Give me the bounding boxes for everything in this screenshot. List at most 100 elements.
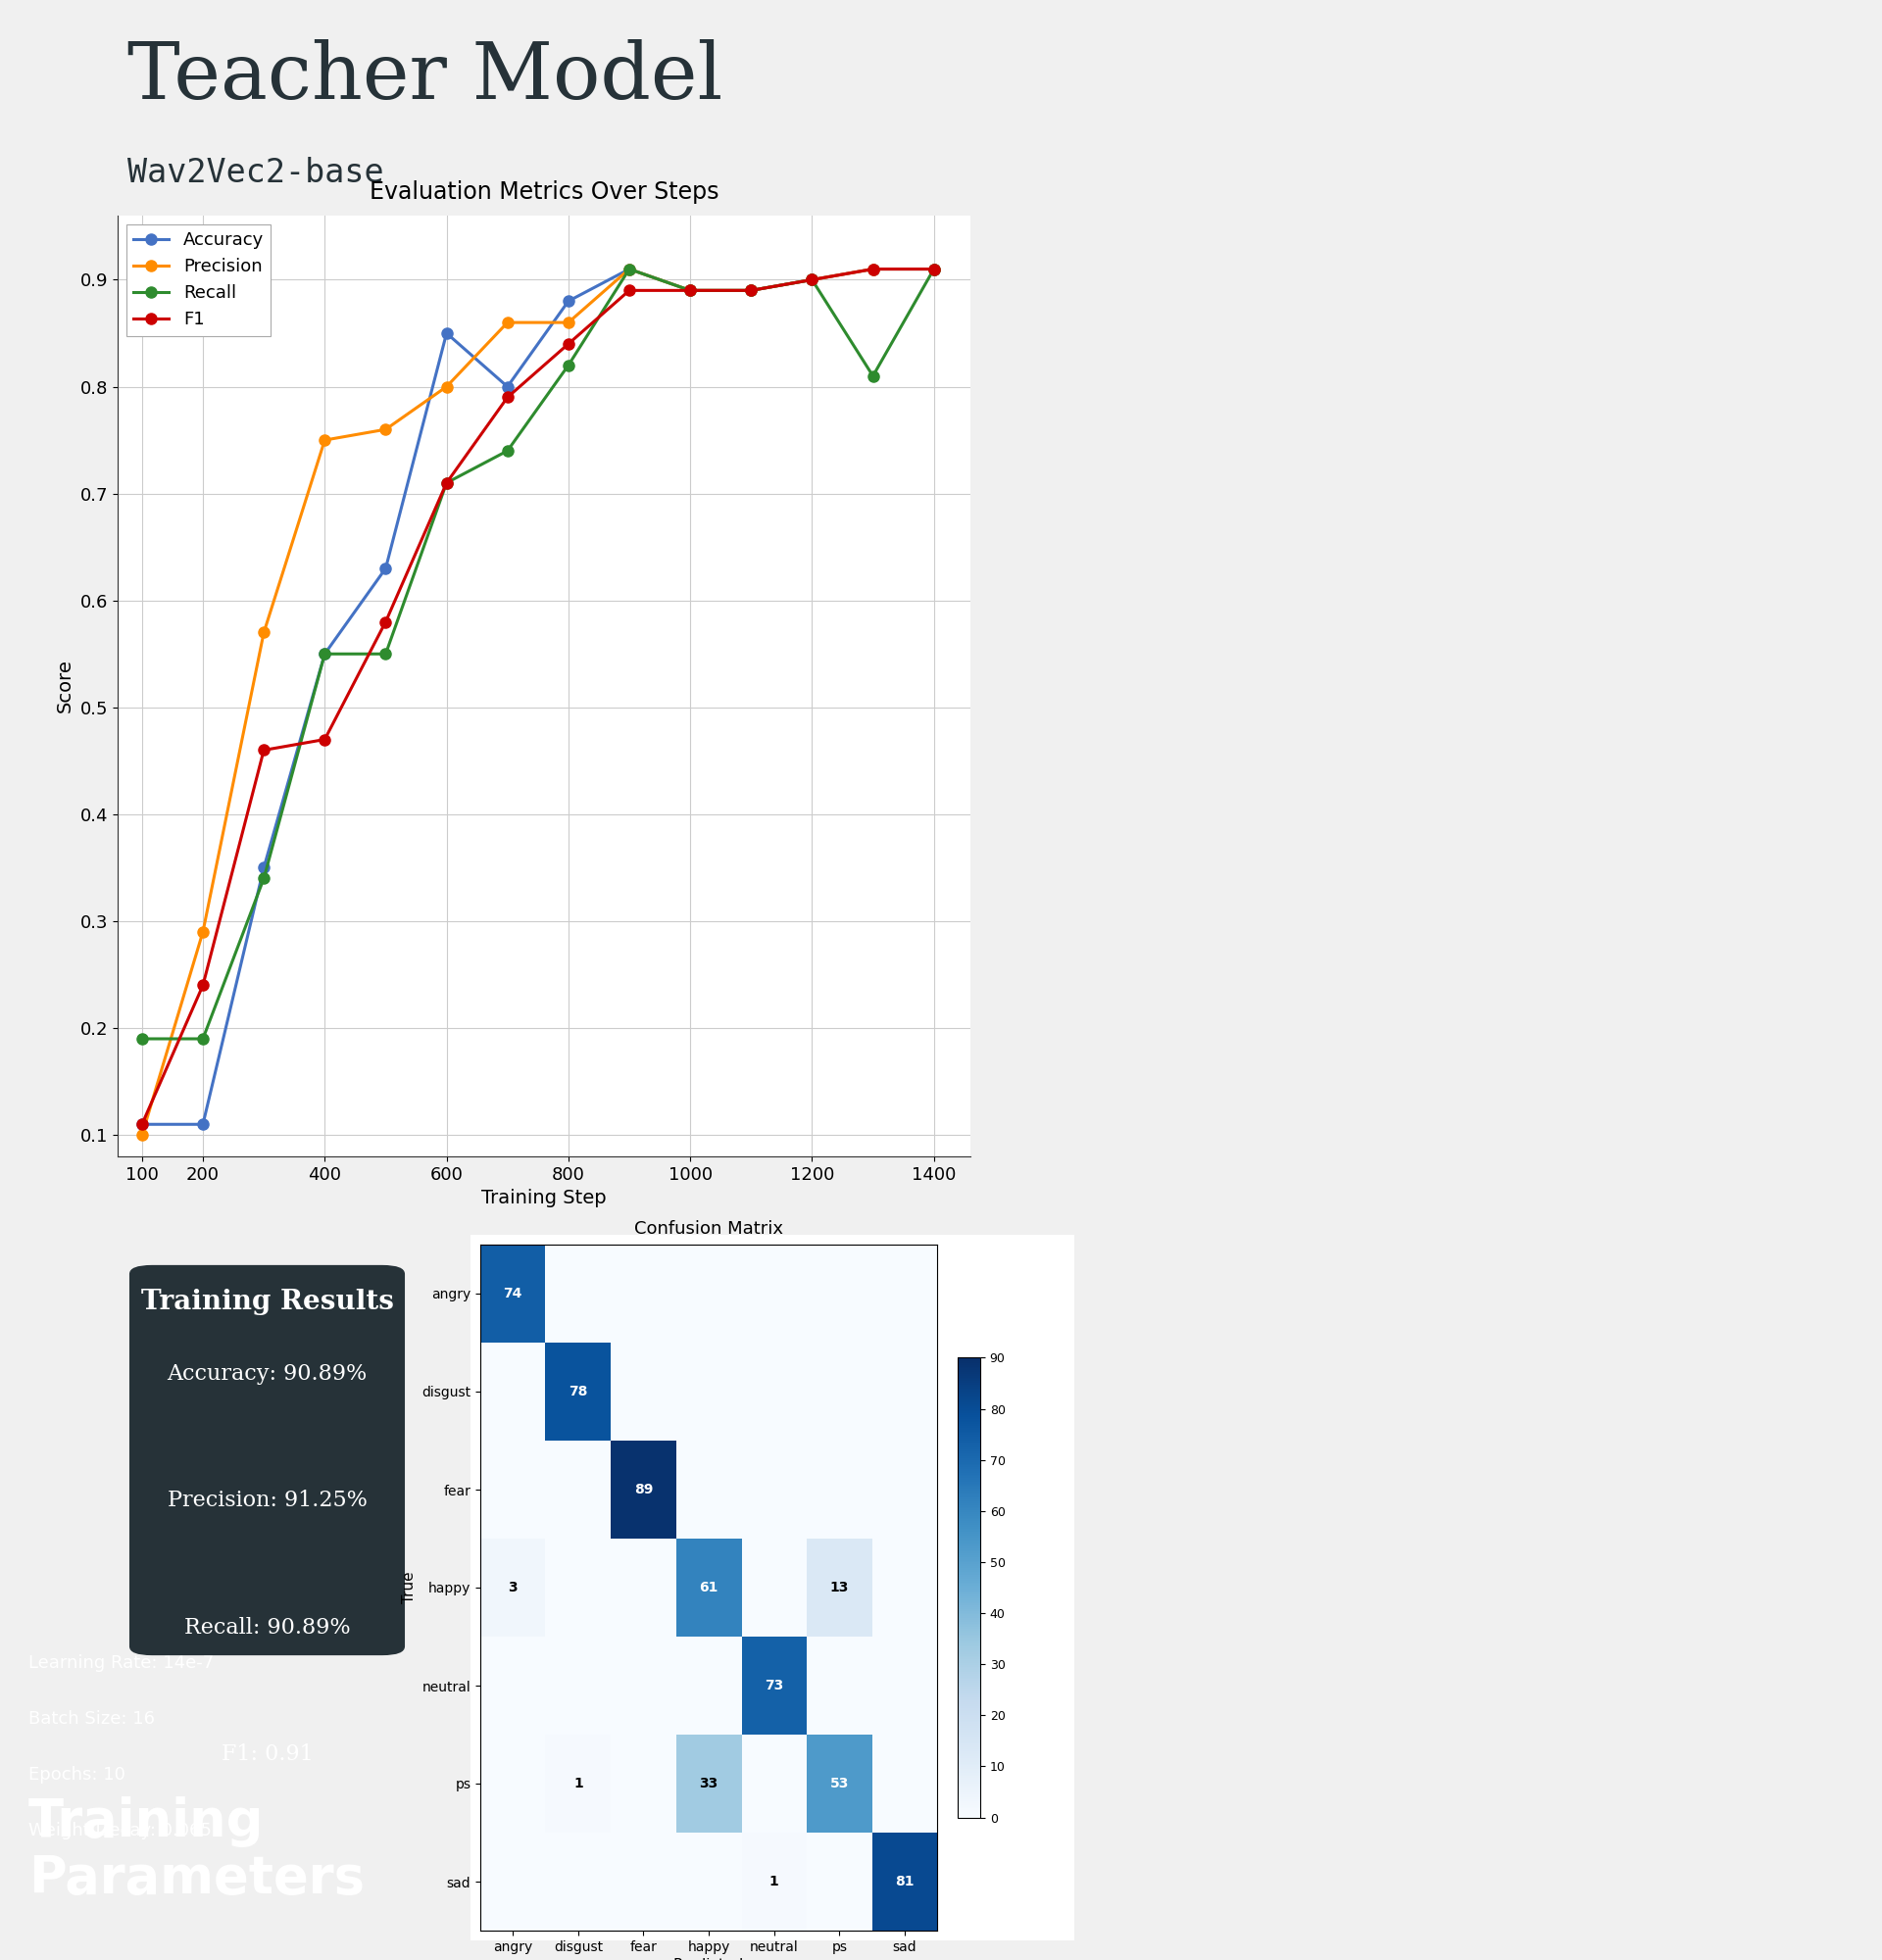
Precision [740, 278, 762, 302]
Accuracy [314, 643, 337, 666]
Recall [252, 866, 275, 890]
Accuracy [617, 257, 640, 280]
Recall [922, 257, 945, 280]
F1 [862, 257, 885, 280]
F1 [922, 257, 945, 280]
FancyBboxPatch shape [130, 1264, 405, 1656]
Recall [435, 470, 457, 494]
Text: 73: 73 [764, 1678, 783, 1691]
Text: Training
Parameters: Training Parameters [28, 1795, 365, 1903]
Accuracy [130, 1113, 152, 1137]
Recall [740, 278, 762, 302]
Precision [375, 417, 397, 441]
Title: Evaluation Metrics Over Steps: Evaluation Metrics Over Steps [369, 180, 719, 204]
Recall [375, 643, 397, 666]
Text: 3: 3 [508, 1580, 518, 1595]
Text: 61: 61 [700, 1580, 719, 1595]
Text: F1: 0.91: F1: 0.91 [222, 1742, 312, 1764]
Text: Recall: 90.89%: Recall: 90.89% [184, 1617, 350, 1639]
Precision [192, 919, 215, 943]
F1 [375, 610, 397, 633]
Accuracy [192, 1113, 215, 1137]
Precision [252, 621, 275, 645]
Text: Accuracy: 90.89%: Accuracy: 90.89% [167, 1364, 367, 1386]
Accuracy [557, 290, 580, 314]
Y-axis label: Score: Score [56, 659, 75, 713]
Text: Epochs: 10: Epochs: 10 [28, 1766, 124, 1784]
Text: Learning Rate: 14e-7: Learning Rate: 14e-7 [28, 1654, 215, 1672]
Text: Precision: 91.25%: Precision: 91.25% [167, 1490, 367, 1511]
Text: Angry: 0: Angry: 0 [676, 1335, 755, 1352]
Precision [557, 312, 580, 335]
Recall [800, 269, 822, 292]
Recall [557, 353, 580, 376]
Recall [862, 365, 885, 388]
Accuracy [435, 321, 457, 345]
Line: Recall: Recall [137, 263, 939, 1045]
Text: Wav2Vec2-base: Wav2Vec2-base [128, 157, 384, 190]
Precision [435, 374, 457, 398]
F1 [497, 386, 519, 410]
Text: 13: 13 [830, 1580, 849, 1595]
Precision [800, 269, 822, 292]
Line: Accuracy: Accuracy [137, 263, 939, 1129]
F1 [314, 727, 337, 751]
Text: 89: 89 [634, 1482, 653, 1497]
Accuracy [679, 278, 702, 302]
Text: 33: 33 [700, 1776, 719, 1791]
Recall [617, 257, 640, 280]
Recall [192, 1027, 215, 1051]
Y-axis label: True: True [401, 1572, 416, 1603]
Accuracy [497, 374, 519, 398]
Text: Pleasantly Surprised: 5: Pleasantly Surprised: 5 [606, 1762, 824, 1782]
Line: Precision: Precision [137, 263, 939, 1141]
F1 [617, 278, 640, 302]
Accuracy [800, 269, 822, 292]
Text: Training Results: Training Results [141, 1290, 393, 1315]
Text: Neutral: 4: Neutral: 4 [668, 1678, 762, 1695]
Precision [679, 278, 702, 302]
Text: 53: 53 [830, 1776, 849, 1791]
F1 [740, 278, 762, 302]
Recall [314, 643, 337, 666]
Recall [679, 278, 702, 302]
X-axis label: Training Step: Training Step [482, 1190, 606, 1207]
Precision [617, 257, 640, 280]
Recall [497, 439, 519, 463]
F1 [435, 470, 457, 494]
F1 [557, 331, 580, 355]
F1 [679, 278, 702, 302]
F1 [130, 1113, 152, 1137]
X-axis label: Predicted: Predicted [674, 1958, 743, 1960]
Text: Disgust: 1: Disgust: 1 [666, 1419, 764, 1439]
F1 [192, 974, 215, 998]
Precision [130, 1123, 152, 1147]
Recall [130, 1027, 152, 1051]
Accuracy [252, 857, 275, 880]
Line: F1: F1 [137, 263, 939, 1129]
Text: 1: 1 [770, 1874, 779, 1889]
Accuracy [862, 257, 885, 280]
Text: 78: 78 [568, 1384, 587, 1399]
Accuracy [375, 557, 397, 580]
Text: Fear: 2: Fear: 2 [683, 1505, 747, 1525]
Text: 81: 81 [896, 1874, 915, 1889]
F1 [252, 739, 275, 762]
Text: Happy: 3: Happy: 3 [674, 1592, 757, 1609]
Precision [497, 312, 519, 335]
Text: 74: 74 [504, 1286, 523, 1301]
Precision [922, 257, 945, 280]
Accuracy [922, 257, 945, 280]
F1 [800, 269, 822, 292]
Legend: Accuracy, Precision, Recall, F1: Accuracy, Precision, Recall, F1 [126, 225, 271, 335]
Title: Confusion Matrix: Confusion Matrix [634, 1219, 783, 1237]
Text: Batch Size: 16: Batch Size: 16 [28, 1711, 154, 1729]
Text: Sad: 6: Sad: 6 [685, 1848, 745, 1866]
Accuracy [740, 278, 762, 302]
Precision [862, 257, 885, 280]
Precision [314, 429, 337, 453]
Text: Weight Decay: 0.065: Weight Decay: 0.065 [28, 1823, 211, 1840]
Text: Teacher Model: Teacher Model [128, 39, 723, 116]
Text: Labels: Labels [640, 1252, 790, 1294]
Text: 1: 1 [574, 1776, 583, 1791]
